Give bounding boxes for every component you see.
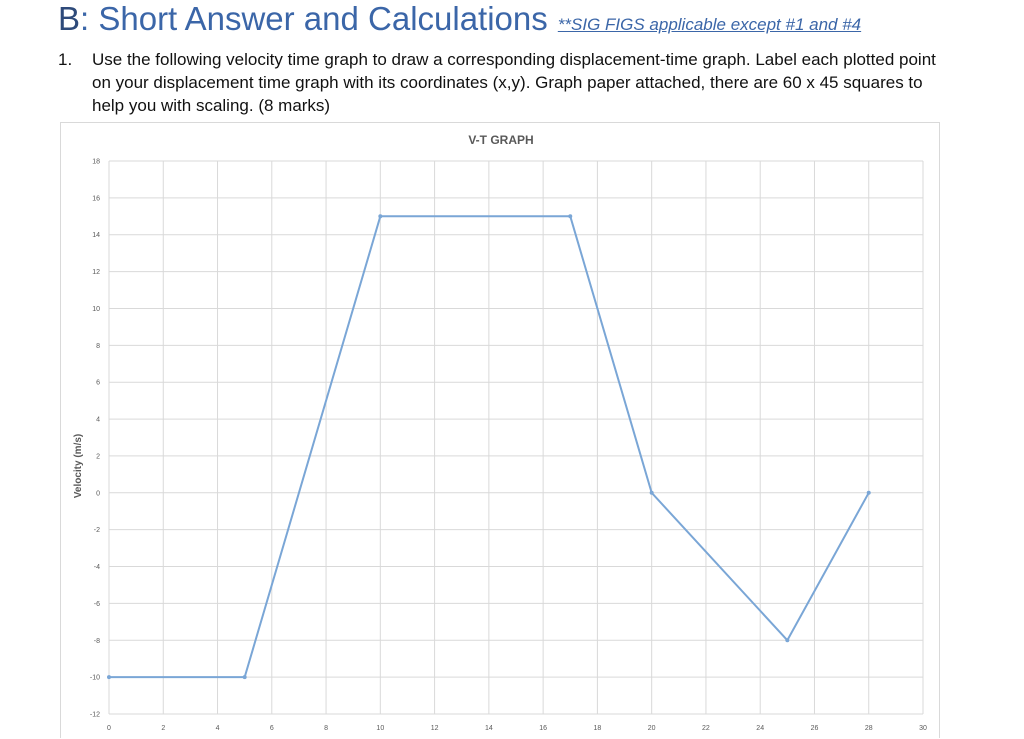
- x-tick-label: 26: [811, 725, 819, 732]
- y-tick-label: 12: [92, 269, 100, 276]
- y-tick-label: -6: [94, 601, 100, 608]
- x-tick-label: 14: [485, 725, 493, 732]
- section-heading: B: Short Answer and Calculations **SIG FI…: [58, 0, 861, 38]
- x-tick-label: 24: [756, 725, 764, 732]
- y-tick-label: 10: [92, 306, 100, 313]
- data-point: [568, 214, 573, 219]
- section-title: : Short Answer and Calculations: [80, 0, 548, 37]
- x-tick-label: 18: [594, 725, 602, 732]
- x-tick-label: 4: [216, 725, 220, 732]
- data-point: [242, 675, 247, 680]
- data-point: [107, 675, 111, 680]
- data-point: [785, 638, 790, 643]
- question-number: 1.: [58, 50, 73, 69]
- section-letter: B: [58, 0, 81, 37]
- x-tick-label: 20: [648, 725, 656, 732]
- data-point: [378, 214, 383, 219]
- grid-layer: [108, 160, 924, 715]
- y-tick-label: -10: [90, 675, 100, 682]
- data-point: [866, 490, 871, 495]
- y-tick-label: 8: [96, 343, 100, 350]
- y-tick-label: -12: [90, 712, 100, 719]
- y-tick-label: -2: [94, 527, 100, 534]
- section-note: **SIG FIGS applicable except #1 and #4: [557, 15, 862, 34]
- x-tick-label: 6: [270, 725, 274, 732]
- x-tick-label: 28: [865, 725, 873, 732]
- x-tick-label: 2: [161, 725, 165, 732]
- x-tick-label: 22: [702, 725, 710, 732]
- y-axis-label: Velocity (m/s): [73, 434, 84, 498]
- vt-chart: V-T GRAPH 181614121086420-2-4-6-8-10-120…: [73, 133, 927, 733]
- y-tick-label: 18: [92, 159, 100, 166]
- x-tick-label: 16: [539, 725, 547, 732]
- chart-title: V-T GRAPH: [468, 133, 533, 147]
- chart-frame: V-T GRAPH 18 16 14 12 10 8 6 4 2 0 -2 -4 -6 -8 -10 -12 0…: [60, 122, 940, 738]
- y-tick-label: -8: [94, 638, 100, 645]
- y-tick-label: 6: [96, 380, 100, 387]
- x-tick-label: 0: [107, 725, 111, 732]
- x-tick-label: 8: [324, 725, 328, 732]
- question-text: Use the following velocity time graph to…: [92, 50, 936, 115]
- data-point: [649, 490, 654, 495]
- y-tick-label: 4: [96, 417, 100, 424]
- y-tick-label: 2: [96, 453, 100, 460]
- x-tick-label: 12: [431, 725, 439, 732]
- y-tick-label: 0: [96, 490, 100, 497]
- y-tick-label: -4: [94, 564, 100, 571]
- series-layer: [107, 214, 871, 680]
- y-tick-label: 14: [92, 232, 100, 239]
- x-tick-label: 30: [919, 725, 927, 732]
- x-tick-label: 10: [376, 725, 384, 732]
- y-tick-label: 16: [92, 195, 100, 202]
